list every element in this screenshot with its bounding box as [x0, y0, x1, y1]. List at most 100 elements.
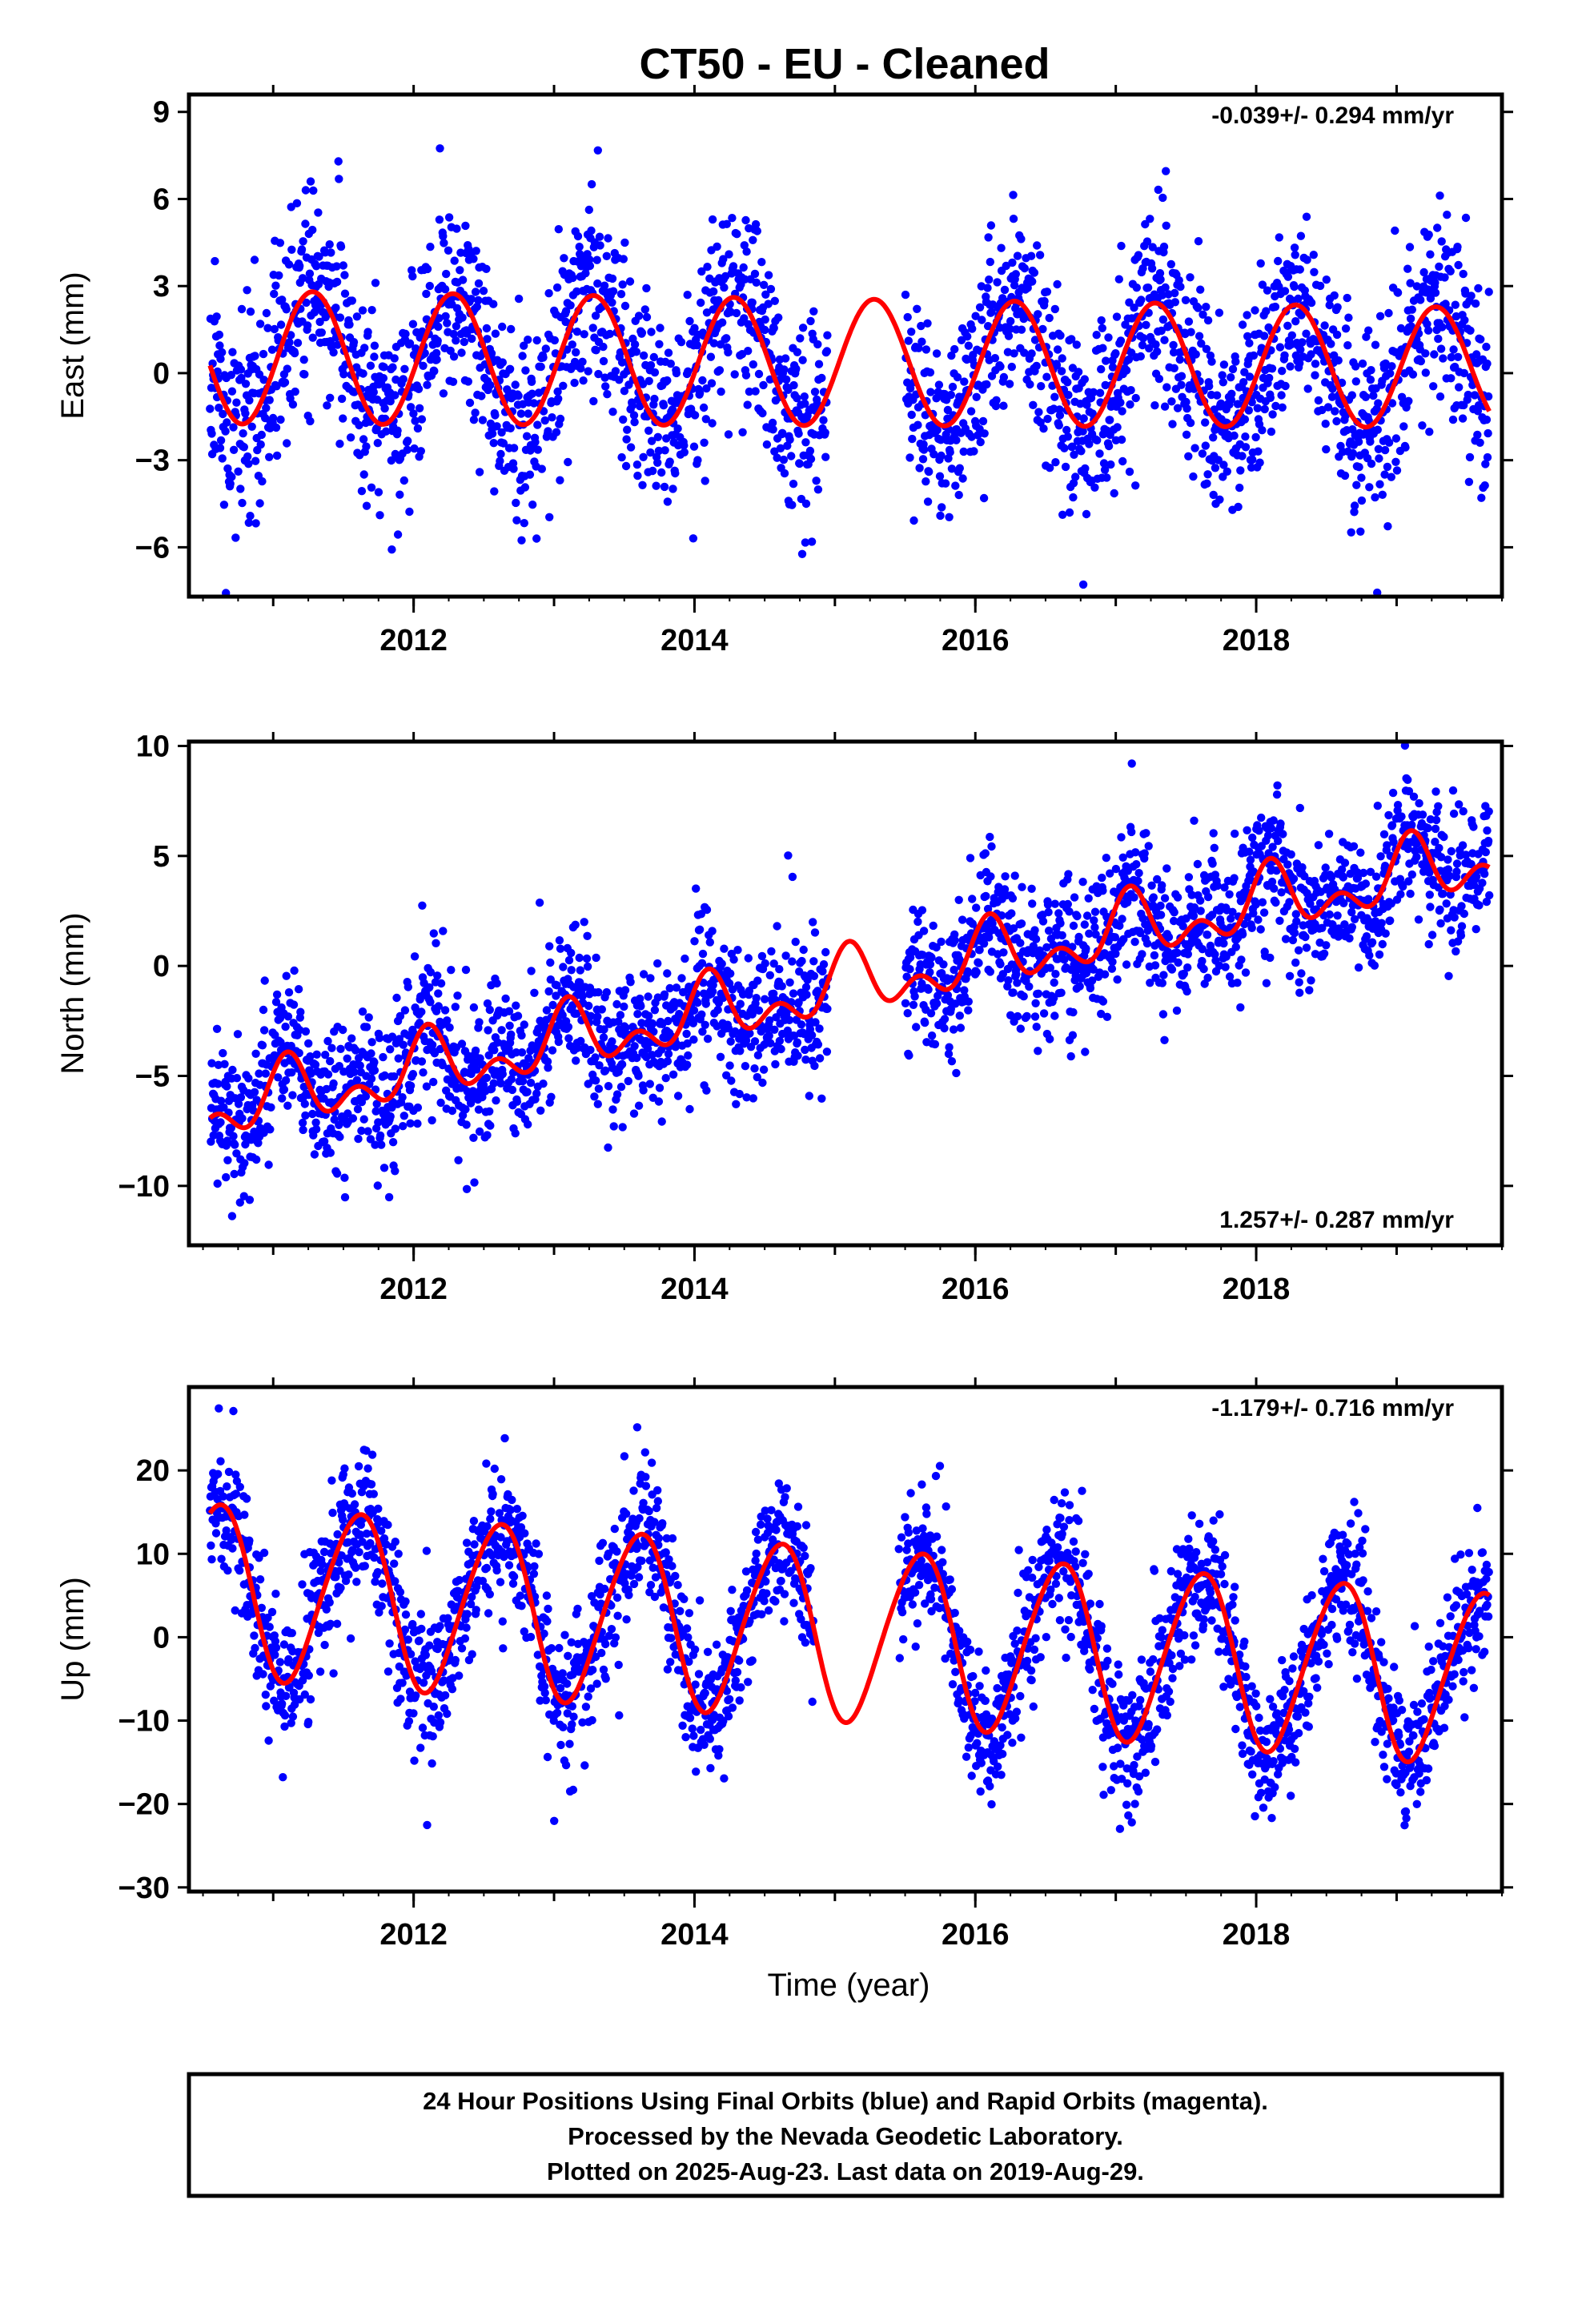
- east-data-point: [769, 324, 778, 332]
- east-data-point: [1341, 324, 1351, 333]
- north-data-point: [1399, 882, 1407, 891]
- east-data-point: [1435, 262, 1443, 271]
- east-data-point: [265, 396, 274, 404]
- east-data-point: [1310, 267, 1319, 276]
- east-data-point: [1387, 362, 1396, 371]
- north-data-point: [457, 1039, 467, 1048]
- east-data-point: [764, 300, 773, 308]
- north-data-point: [1276, 819, 1285, 828]
- east-data-point: [602, 251, 611, 260]
- east-data-point: [1078, 580, 1088, 589]
- north-data-point: [616, 1011, 625, 1019]
- east-data-point: [487, 349, 496, 358]
- north-data-point: [350, 1068, 359, 1077]
- east-data-point: [706, 352, 716, 361]
- east-data-point: [689, 534, 698, 543]
- east-data-point: [359, 470, 368, 479]
- east-data-point: [403, 445, 412, 454]
- east-x-tick-label: 2012: [379, 624, 448, 657]
- east-data-point: [1157, 326, 1166, 336]
- east-data-point: [1006, 316, 1015, 326]
- north-data-point: [547, 1092, 556, 1102]
- north-data-point: [1012, 970, 1021, 979]
- north-data-point: [620, 1002, 628, 1011]
- east-data-point: [275, 271, 283, 280]
- east-data-point: [764, 271, 773, 279]
- east-data-point: [1375, 454, 1383, 463]
- north-data-point: [1025, 982, 1034, 991]
- north-data-point: [1271, 898, 1280, 907]
- north-data-point: [645, 1080, 654, 1088]
- north-data-point: [1196, 896, 1205, 905]
- north-data-point: [1431, 838, 1439, 846]
- east-data-point: [1181, 296, 1191, 304]
- east-data-point: [1297, 311, 1306, 320]
- north-data-point: [657, 1117, 666, 1126]
- east-data-point: [309, 186, 318, 195]
- east-data-point: [1271, 302, 1280, 312]
- east-data-point: [591, 312, 600, 320]
- east-data-point: [907, 328, 916, 336]
- north-data-point: [548, 1046, 557, 1055]
- east-data-point: [663, 497, 673, 506]
- east-data-point: [227, 371, 235, 380]
- east-data-point: [533, 420, 542, 429]
- north-data-point: [283, 1101, 292, 1110]
- north-data-point: [947, 975, 956, 983]
- east-data-point: [1218, 371, 1227, 380]
- north-data-point: [250, 1128, 259, 1136]
- east-data-point: [548, 413, 556, 422]
- east-data-point: [336, 242, 346, 251]
- north-data-point: [1119, 935, 1128, 944]
- east-data-point: [433, 336, 442, 345]
- north-data-point: [1019, 992, 1028, 1001]
- east-data-point: [1247, 398, 1256, 407]
- north-data-point: [1353, 874, 1363, 883]
- east-data-point: [1322, 275, 1331, 284]
- north-data-point: [370, 1058, 379, 1067]
- north-data-point: [1404, 786, 1414, 796]
- east-data-point: [740, 241, 749, 250]
- north-data-point: [1178, 922, 1187, 931]
- east-data-point: [773, 453, 781, 462]
- east-data-point: [1453, 352, 1463, 361]
- north-y-tick-label: 5: [153, 840, 170, 874]
- north-data-point: [617, 1059, 627, 1069]
- north-data-point: [952, 1068, 961, 1078]
- east-data-point: [1177, 372, 1186, 380]
- east-data-point: [370, 352, 379, 361]
- east-data-point: [326, 393, 335, 402]
- north-data-point: [366, 1135, 375, 1144]
- east-data-point: [1419, 267, 1428, 277]
- east-data-point: [660, 482, 669, 492]
- north-data-point: [639, 1086, 648, 1095]
- north-data-point: [219, 1103, 228, 1112]
- north-data-point: [448, 1106, 457, 1116]
- north-data-point: [413, 1103, 423, 1112]
- north-data-point: [1173, 893, 1182, 902]
- north-data-point: [340, 1192, 350, 1202]
- east-data-point: [1153, 347, 1162, 356]
- north-data-point: [1039, 1009, 1049, 1018]
- north-data-point: [1288, 935, 1298, 945]
- north-data-point: [926, 1009, 936, 1018]
- east-data-point: [1191, 444, 1199, 452]
- north-data-point: [1472, 872, 1481, 881]
- east-data-point: [369, 388, 378, 396]
- east-data-point: [1392, 466, 1402, 475]
- north-data-point: [593, 1100, 602, 1108]
- north-data-point: [1017, 919, 1026, 928]
- east-data-point: [306, 177, 315, 186]
- north-data-point: [1044, 927, 1054, 935]
- north-data-point: [527, 967, 536, 975]
- east-data-point: [1017, 325, 1026, 334]
- east-data-point: [1259, 332, 1269, 340]
- north-data-point: [518, 1076, 528, 1086]
- east-data-point: [1393, 288, 1403, 297]
- north-data-point: [1345, 934, 1354, 943]
- east-data-point: [1354, 437, 1363, 446]
- north-data-point: [469, 1003, 479, 1012]
- east-plot-frame: [187, 92, 1504, 599]
- east-data-point: [375, 511, 384, 520]
- north-data-point: [554, 1037, 563, 1047]
